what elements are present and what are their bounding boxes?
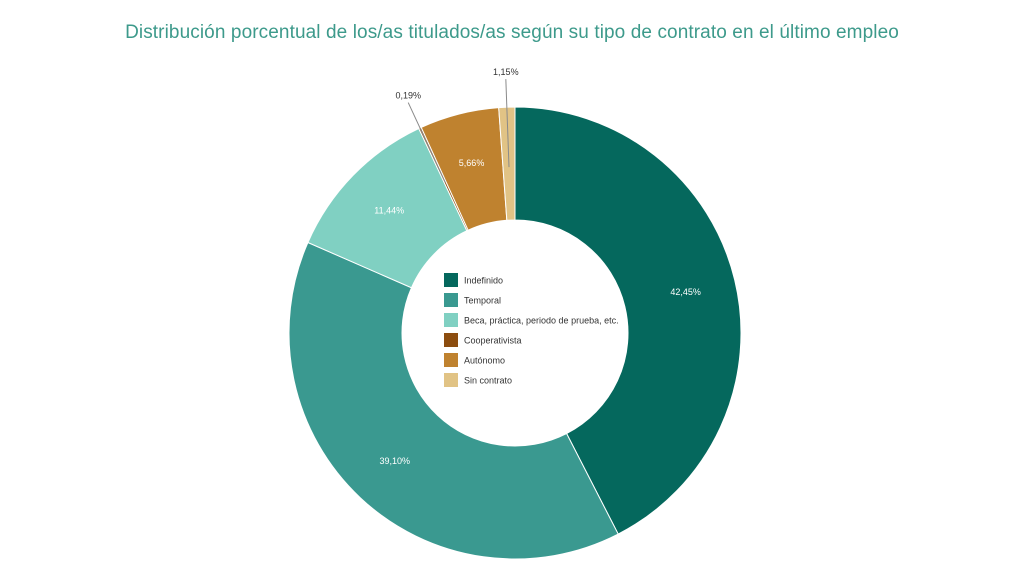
callout-line-cooperativista [407, 102, 446, 183]
legend-item-temporal[interactable]: Temporal [444, 293, 501, 307]
legend-swatch [444, 273, 458, 287]
slices-group [288, 106, 742, 560]
slice-label-indefinido: 42,45% [670, 287, 701, 297]
labels-group: 42,45% 39,10% 11,44% 0,19% 5,66% 1,15% [374, 67, 701, 466]
legend-item-autonomo[interactable]: Autónomo [444, 353, 505, 367]
slice-label-beca-practica-periodo-de-prueba-etc: 11,44% [374, 206, 404, 216]
slice-temporal[interactable] [288, 241, 619, 560]
slice-label-autonomo: 5,66% [459, 158, 485, 168]
legend-swatch [444, 293, 458, 307]
legend-label: Sin contrato [464, 376, 512, 386]
legend-item-cooperativista[interactable]: Cooperativista [444, 333, 522, 347]
legend-label: Autónomo [464, 356, 505, 366]
callout-line-sin-contrato [505, 79, 510, 168]
legend-swatch [444, 353, 458, 367]
legend-swatch [444, 333, 458, 347]
callouts-group [407, 79, 510, 183]
slice-label-cooperativista: 0,19% [395, 91, 421, 101]
slice-sin-contrato[interactable] [498, 106, 516, 221]
legend-item-beca-practica-periodo-de-prueba-etc[interactable]: Beca, práctica, periodo de prueba, etc. [444, 313, 619, 327]
legend-swatch [444, 373, 458, 387]
legend-item-indefinido[interactable]: Indefinido [444, 273, 503, 287]
legend-item-sin-contrato[interactable]: Sin contrato [444, 373, 512, 387]
slice-label-temporal: 39,10% [380, 456, 411, 466]
legend-label: Cooperativista [464, 336, 522, 346]
slice-indefinido[interactable] [514, 106, 742, 535]
slice-label-sin-contrato: 1,15% [493, 67, 519, 77]
legend-label: Temporal [464, 296, 501, 306]
legend: Indefinido Temporal Beca, práctica, period… [444, 273, 619, 387]
chart-title: Distribución porcentual de los/as titula… [125, 22, 899, 43]
legend-label: Indefinido [464, 276, 503, 286]
legend-label: Beca, práctica, periodo de prueba, etc. [464, 316, 619, 326]
legend-swatch [444, 313, 458, 327]
